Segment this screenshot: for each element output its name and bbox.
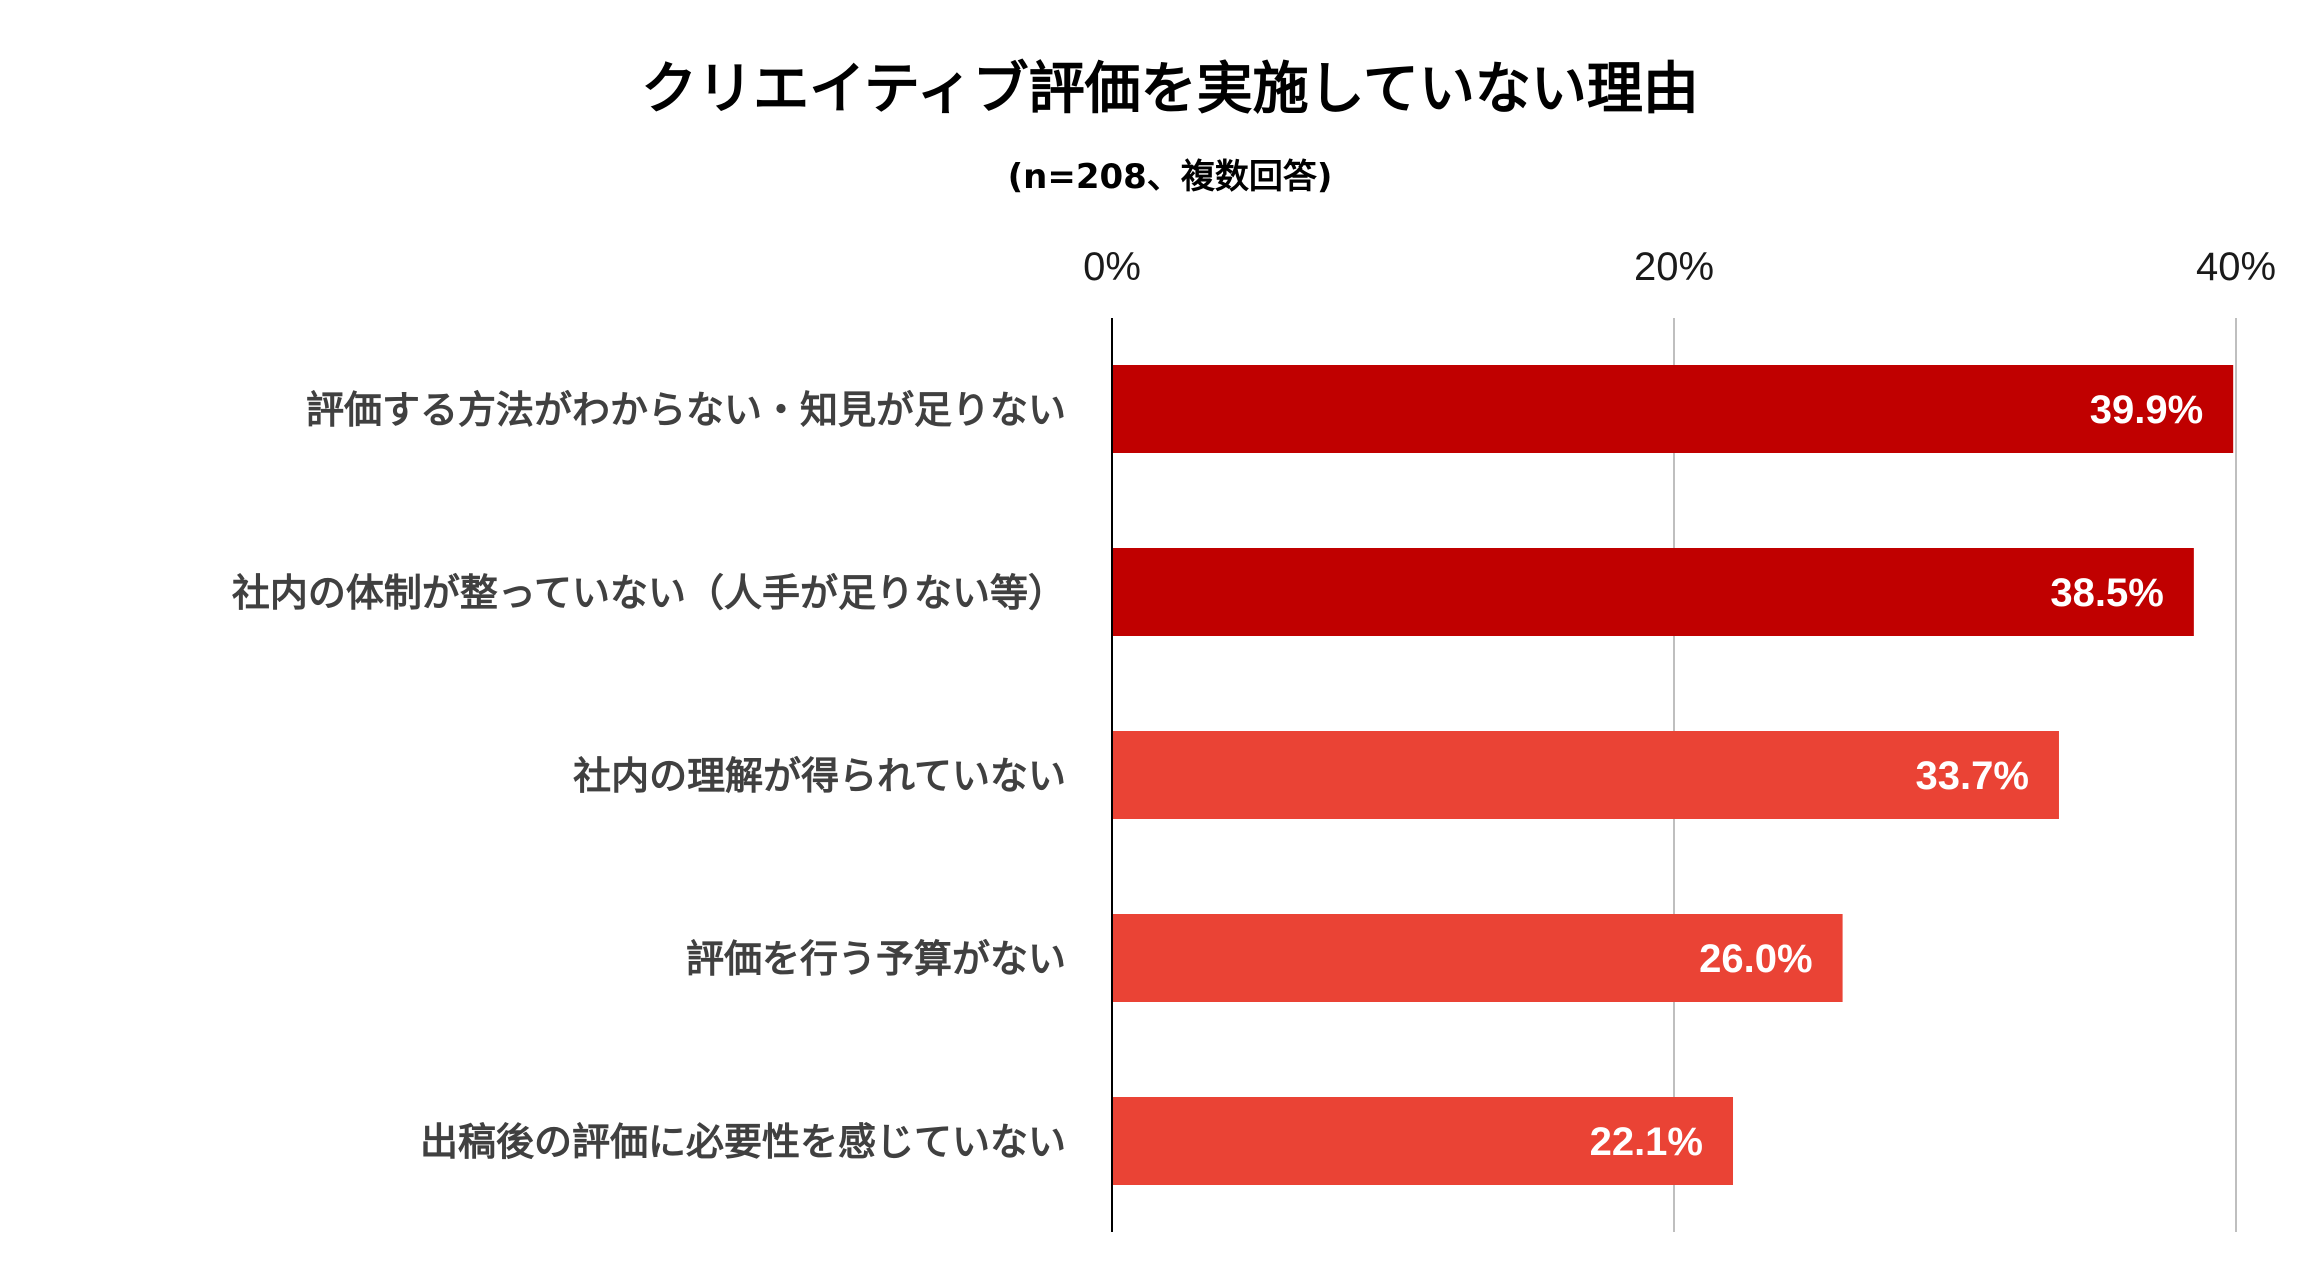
chart-subtitle: (n=208、複数回答)	[1008, 157, 1333, 197]
data-labels: 39.9% 38.5% 33.7% 26.0% 22.1%	[1590, 388, 2204, 1164]
bar	[1112, 1097, 1734, 1185]
data-label: 38.5%	[2050, 571, 2163, 615]
bar	[1112, 731, 2059, 819]
data-label: 22.1%	[1590, 1120, 1703, 1164]
x-tick-label: 40%	[2196, 245, 2276, 289]
chart-title: クリエイティブ評価を実施していない理由	[641, 57, 1699, 122]
data-label: 33.7%	[1916, 754, 2029, 798]
category-labels: 評価する方法がわからない・知見が足りない社内の体制が整っていない（人手が足りない…	[232, 388, 1066, 1164]
bar	[1112, 914, 1843, 1002]
data-label: 39.9%	[2090, 388, 2203, 432]
category-label: 出稿後の評価に必要性を感じていない	[420, 1120, 1066, 1164]
x-tick-label: 20%	[1634, 245, 1714, 289]
category-label: 評価を行う予算がない	[686, 937, 1066, 981]
x-tick-label: 0%	[1083, 245, 1141, 289]
data-label: 26.0%	[1699, 937, 1812, 981]
bar	[1112, 548, 2194, 636]
x-axis-ticks: 0% 20% 40%	[1083, 245, 2276, 289]
category-label: 評価する方法がわからない・知見が足りない	[306, 388, 1066, 432]
bars	[1112, 365, 2234, 1185]
category-label: 社内の理解が得られていない	[573, 754, 1066, 798]
category-label: 社内の体制が整っていない（人手が足りない等）	[232, 571, 1066, 615]
bar	[1112, 365, 2234, 453]
